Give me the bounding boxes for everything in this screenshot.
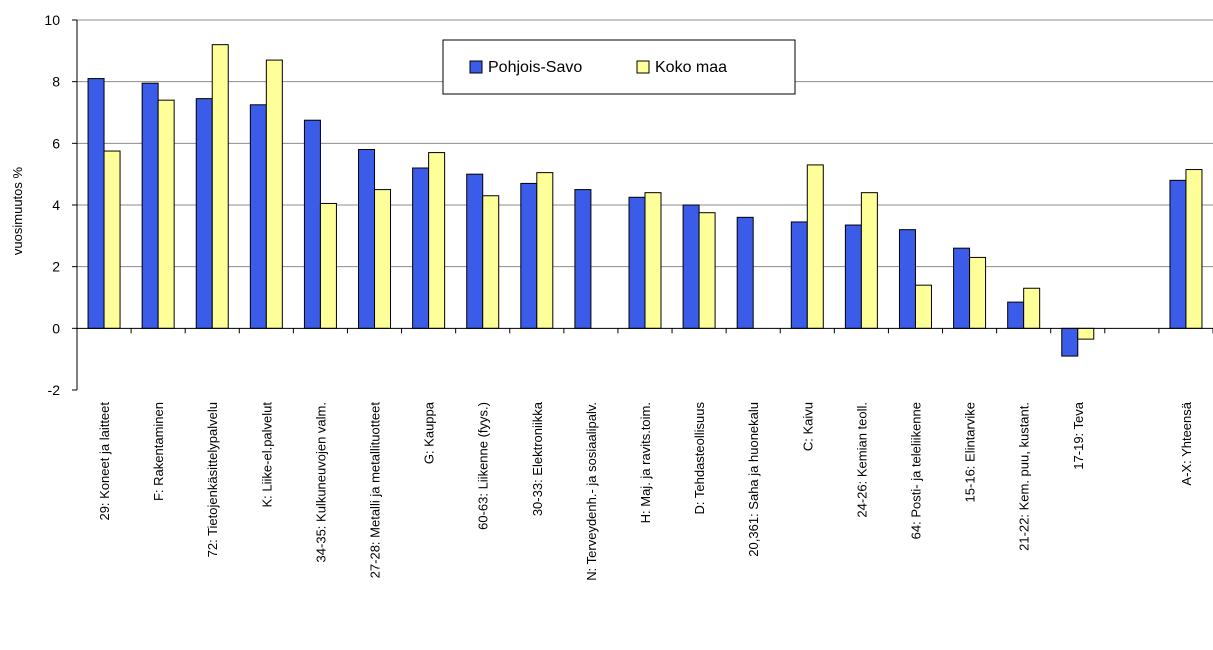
bar-pohjois-savo-15 [898,229,916,329]
bar-koko-maa-5 [374,189,392,329]
y-tick-label: -2 [48,382,61,398]
bar-pohjois-savo-13 [790,221,808,329]
bar-pohjois-savo-10 [628,196,646,329]
bar-pohjois-savo-6 [412,167,430,329]
bar-koko-maa-14 [860,192,878,329]
bar-koko-maa-16 [969,256,987,329]
x-category-label: A-X: Yhteensä [1179,401,1194,485]
x-category-label: K: Liike-el.palvelut [259,402,274,508]
bar-pohjois-savo-20 [1169,179,1187,329]
axes [72,19,1213,391]
x-category-label: 72: Tietojenkäsittelypalvelu [205,402,220,557]
bar-pohjois-savo-3 [249,104,267,329]
x-category-label: 30-33: Elektroniikka [530,401,545,516]
y-tick-label: 8 [52,74,60,90]
bar-pohjois-savo-14 [844,224,862,329]
bar-pohjois-savo-16 [953,247,971,329]
x-category-label: 17-19: Teva [1071,401,1086,469]
bar-koko-maa-15 [914,284,932,329]
bar-koko-maa-18 [1077,327,1095,340]
bar-koko-maa-1 [157,99,175,329]
legend: Pohjois-Savo Koko maa [442,39,796,95]
x-category-label: 24-26: Kemian teoll. [854,402,869,518]
legend-label-pohjois-savo: Pohjois-Savo [488,59,582,76]
bar-pohjois-savo-18 [1061,327,1079,357]
bar-pohjois-savo-2 [195,98,213,329]
bar-koko-maa-13 [806,164,824,329]
y-tick-label: 10 [44,12,60,28]
bar-koko-maa-2 [211,44,229,329]
legend-swatch-pohjois-savo [469,60,483,74]
bar-koko-maa-20 [1185,169,1203,329]
x-category-labels: 29: Koneet ja laitteet F: Rakentaminen 72:… [97,401,1194,580]
x-category-label: C: Kaivu [800,402,815,451]
bar-pohjois-savo-17 [1007,301,1025,329]
x-category-label: D: Tehdasteollisuus [692,402,707,515]
x-category-label: 29: Koneet ja laitteet [97,402,112,521]
x-category-label: H: Maj. ja ravits.toim. [638,402,653,523]
x-category-label: 64: Posti- ja teleliikenne [908,402,923,539]
bar-pohjois-savo-12 [736,216,754,329]
legend-label-koko-maa: Koko maa [655,59,727,76]
x-category-label: 60-63: Liikenne (fyys.) [476,402,491,530]
x-category-label: 20,361: Saha ja huonekalu [746,402,761,557]
bar-koko-maa-6 [428,152,446,329]
y-tick-label: 0 [52,320,60,336]
y-tick-label: 4 [52,197,60,213]
bar-pohjois-savo-9 [574,189,592,329]
bar-pohjois-savo-5 [358,149,376,329]
bar-koko-maa-11 [698,212,716,329]
bar-koko-maa-7 [482,195,500,329]
y-tick-label: 2 [52,259,60,275]
bar-pohjois-savo-7 [466,173,484,329]
x-category-label: 34-35: Kulkuneuvojen valm. [313,402,328,562]
bar-pohjois-savo-4 [303,119,321,329]
legend-box [442,39,796,95]
y-tick-label: 6 [52,135,60,151]
bar-koko-maa-4 [319,202,337,329]
y-axis-title: vuosimuutos % [10,166,25,255]
bar-koko-maa-3 [265,59,283,329]
y-tick-labels: -2 0 2 4 6 8 10 [44,12,60,398]
bar-pohjois-savo-8 [520,182,538,329]
bar-koko-maa-10 [644,192,662,329]
x-category-label: 15-16: Elintarvike [963,402,978,502]
x-category-label: F: Rakentaminen [151,402,166,501]
bar-koko-maa-17 [1023,287,1041,329]
bar-pohjois-savo-11 [682,204,700,329]
x-category-label: G: Kauppa [422,401,437,464]
x-category-label: 27-28: Metalli ja metallituotteet [368,402,383,579]
bar-pohjois-savo-1 [141,82,159,329]
bar-pohjois-savo-0 [87,78,105,329]
bar-koko-maa-8 [536,172,554,329]
legend-swatch-koko-maa [636,60,650,74]
x-category-label: N: Terveydenh.- ja sosiaalipalv. [584,402,599,581]
x-category-label: 21-22: Kem. puu, kustant. [1017,402,1032,551]
bar-koko-maa-0 [103,150,121,329]
